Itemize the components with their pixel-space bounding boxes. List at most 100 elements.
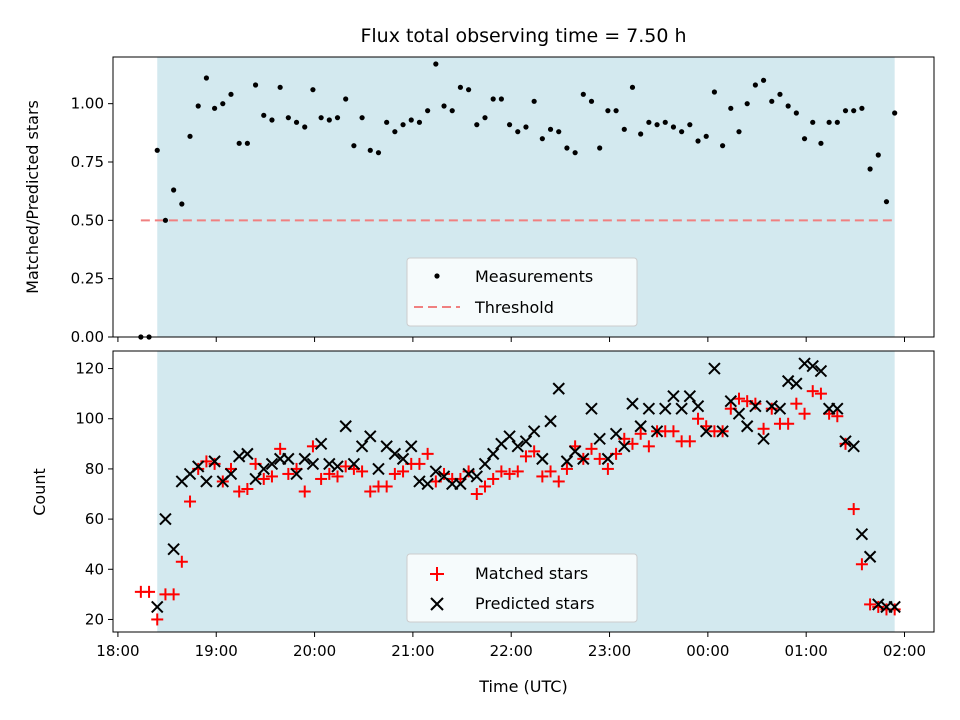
measurement-point	[867, 166, 873, 172]
ratio-y-tick-label: 0.75	[71, 153, 104, 171]
matched-star-point	[593, 452, 606, 465]
matched-star-point	[749, 397, 762, 410]
predicted-star-point	[519, 435, 533, 448]
predicted-star-point	[798, 357, 811, 370]
measurement-point	[195, 103, 201, 109]
measurement-point	[556, 129, 562, 135]
measurement-point	[793, 110, 799, 116]
predicted-star-point	[388, 447, 402, 461]
predicted-star-point	[290, 467, 303, 481]
measurement-point	[334, 115, 341, 121]
count-legend-box	[406, 553, 638, 623]
predicted-star-point	[339, 420, 352, 433]
matched-star-point	[536, 470, 549, 483]
predicted-star-point	[740, 420, 754, 433]
count-panel-frame	[112, 350, 935, 633]
predicted-star-point	[872, 598, 885, 611]
predicted-star-point	[814, 364, 828, 378]
measurement-point	[834, 119, 840, 125]
matched-star-point	[503, 467, 516, 480]
predicted-star-point	[593, 432, 606, 446]
count-y-tick-label: 120	[75, 360, 104, 378]
measurement-point	[359, 115, 365, 121]
predicted-star-point	[241, 447, 254, 461]
measurement-point	[392, 129, 398, 135]
matched-star-point	[634, 427, 647, 440]
predicted-star-point	[683, 389, 697, 403]
measurement-point	[367, 147, 373, 153]
predicted-star-point	[405, 440, 418, 453]
count-x-tick-label: 18:00	[96, 642, 139, 660]
chart-title: Flux total observing time = 7.50 h	[360, 25, 686, 47]
measurement-point	[769, 98, 775, 104]
measurement-point	[343, 96, 349, 102]
measurement-point	[662, 119, 668, 125]
measurement-point	[261, 112, 267, 118]
predicted-star-point	[462, 467, 475, 481]
threshold-legend-label: Threshold	[474, 298, 554, 317]
ratio-y-tick-label: 0.25	[71, 270, 104, 288]
predicted-star-point	[323, 457, 336, 471]
measurement-point	[252, 82, 259, 88]
predicted-star-point	[306, 457, 320, 471]
measurement-point	[564, 145, 570, 151]
predicted-star-point	[650, 425, 664, 438]
matched-star-point	[544, 465, 557, 478]
measurement-point	[875, 152, 881, 158]
predicted-star-point	[249, 472, 262, 486]
measurement-point	[408, 117, 414, 123]
matched-star-point	[470, 488, 483, 501]
predicted-star-point	[618, 440, 631, 453]
predicted-star-point	[601, 452, 615, 466]
measurement-point	[621, 126, 627, 132]
predicted-star-point	[708, 362, 721, 375]
matched-star-point	[683, 435, 696, 448]
predicted-star-point	[208, 455, 221, 468]
measurement-point	[859, 105, 865, 111]
measurement-point	[629, 84, 636, 90]
x-axis-label: Time (UTC)	[478, 677, 567, 696]
matched-star-point	[274, 442, 287, 455]
predicted-star-point	[511, 440, 524, 453]
count-panel: 20 40 60 80 100 120 18:00 19:00 20:00 21:00 22:00…	[30, 350, 935, 696]
predicted-star-point	[298, 452, 311, 466]
measurement-point	[466, 87, 472, 93]
matched-star-point	[888, 603, 901, 616]
matched-star-point	[765, 402, 778, 415]
predicted-star-point	[552, 382, 565, 395]
measurement-point	[162, 217, 169, 223]
predicted-star-point	[700, 425, 713, 438]
matched-star-point	[315, 472, 328, 485]
predicted-star-point	[831, 402, 844, 415]
count-y-tick-label: 40	[85, 560, 104, 578]
predicted-star-point	[486, 447, 500, 461]
matched-star-point	[175, 555, 188, 568]
predicted-star-point	[478, 457, 492, 471]
count-x-tick-label: 19:00	[195, 642, 238, 660]
matched-star-point	[585, 442, 598, 455]
count-y-tick-label: 80	[85, 460, 104, 478]
matched-star-point	[339, 460, 352, 473]
matched-star-point	[388, 467, 401, 480]
predicted-star-point	[724, 394, 738, 408]
measurement-point	[687, 122, 693, 128]
matched-star-point	[601, 462, 614, 475]
matched-star-point	[257, 472, 270, 485]
measurement-point	[597, 145, 603, 151]
matched-star-point	[864, 598, 877, 611]
predicted-star-point	[790, 377, 803, 390]
matched-star-point	[421, 447, 434, 460]
measurement-point	[474, 122, 480, 128]
predicted-star-point	[888, 600, 901, 614]
count-y-tick-label: 60	[85, 510, 104, 528]
predicted-star-point	[781, 374, 795, 388]
measurement-point	[760, 77, 767, 83]
measurement-point	[269, 117, 275, 123]
measurement-point	[154, 147, 160, 153]
measurement-point	[203, 75, 210, 81]
predicted-star-point	[224, 467, 238, 481]
predicted-star-point	[585, 402, 598, 415]
measurement-point	[433, 61, 439, 67]
measurement-point	[818, 140, 824, 146]
measurement-point	[416, 119, 423, 125]
